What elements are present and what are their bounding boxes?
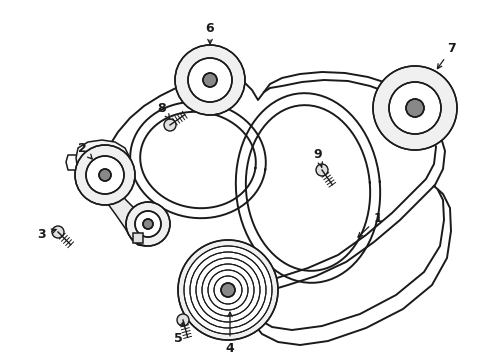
Circle shape — [52, 226, 64, 238]
Circle shape — [86, 156, 124, 194]
Circle shape — [183, 246, 271, 334]
Circle shape — [203, 73, 217, 87]
Text: 7: 7 — [437, 41, 455, 69]
Text: 2: 2 — [78, 141, 92, 159]
Polygon shape — [76, 140, 130, 188]
Polygon shape — [96, 183, 152, 246]
Circle shape — [202, 264, 253, 316]
Circle shape — [214, 276, 242, 304]
Text: 6: 6 — [205, 22, 214, 44]
Text: 8: 8 — [157, 102, 170, 120]
Bar — [133, 233, 142, 243]
Circle shape — [178, 240, 278, 340]
Text: 9: 9 — [313, 148, 322, 167]
Circle shape — [75, 145, 135, 205]
Text: 1: 1 — [357, 211, 382, 237]
Text: 4: 4 — [225, 312, 234, 355]
Circle shape — [221, 283, 235, 297]
Circle shape — [142, 219, 153, 229]
Circle shape — [126, 202, 170, 246]
Circle shape — [388, 82, 440, 134]
Text: 5: 5 — [173, 322, 184, 345]
Circle shape — [190, 252, 265, 328]
Circle shape — [175, 45, 244, 115]
Circle shape — [405, 99, 423, 117]
Circle shape — [196, 258, 260, 322]
Circle shape — [135, 211, 161, 237]
Circle shape — [187, 58, 231, 102]
Circle shape — [207, 270, 247, 310]
Circle shape — [99, 169, 111, 181]
Circle shape — [163, 119, 176, 131]
Text: 3: 3 — [38, 229, 56, 242]
Circle shape — [372, 66, 456, 150]
Circle shape — [315, 164, 327, 176]
Circle shape — [177, 314, 189, 326]
